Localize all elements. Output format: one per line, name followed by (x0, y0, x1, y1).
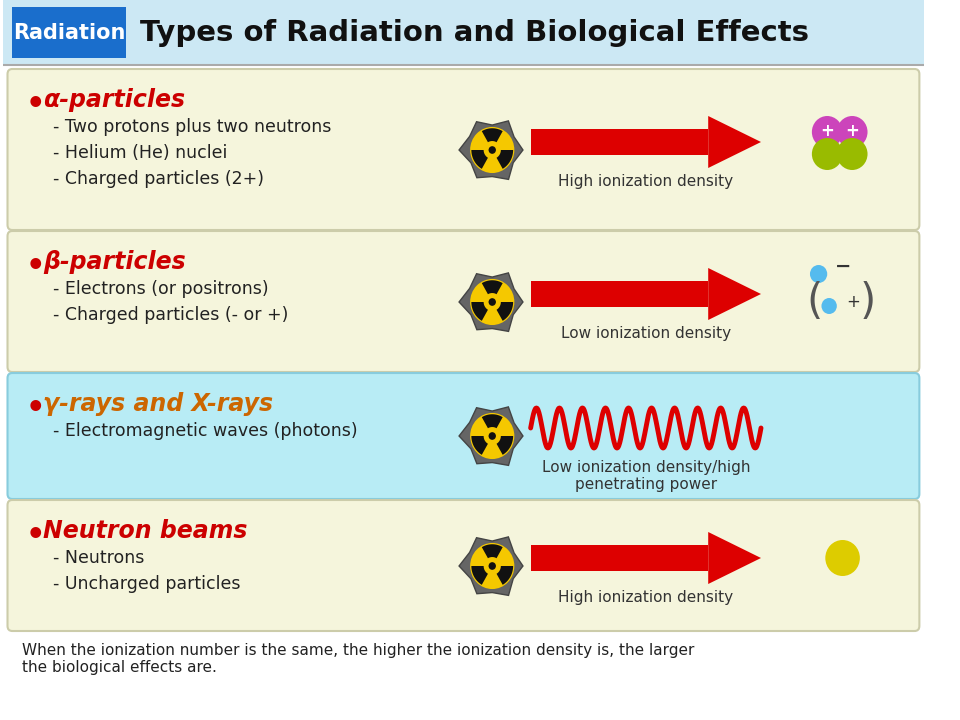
Circle shape (826, 540, 860, 576)
Polygon shape (471, 436, 488, 455)
Text: - Helium (He) nuclei: - Helium (He) nuclei (53, 144, 227, 162)
Circle shape (470, 127, 515, 173)
Text: •: • (26, 90, 45, 119)
Text: +: + (820, 122, 834, 140)
Polygon shape (459, 121, 523, 179)
Polygon shape (482, 544, 503, 558)
Polygon shape (496, 436, 514, 455)
Polygon shape (471, 302, 488, 321)
Circle shape (822, 298, 837, 314)
Polygon shape (482, 128, 503, 143)
Bar (12, 7, 126, 58)
Text: - Charged particles (- or +): - Charged particles (- or +) (53, 306, 288, 324)
Bar (3, 0, 924, 65)
Text: ): ) (860, 281, 876, 323)
Text: •: • (26, 252, 45, 281)
FancyBboxPatch shape (8, 69, 920, 230)
Circle shape (812, 116, 843, 148)
Text: +: + (845, 122, 859, 140)
Text: (: ( (806, 281, 823, 323)
Text: High ionization density: High ionization density (559, 590, 733, 605)
Polygon shape (459, 407, 523, 465)
Text: When the ionization number is the same, the higher the ionization density is, th: When the ionization number is the same, … (22, 643, 694, 675)
Polygon shape (459, 537, 523, 595)
Circle shape (470, 543, 515, 589)
Text: - Two protons plus two neutrons: - Two protons plus two neutrons (53, 118, 331, 136)
Polygon shape (496, 150, 514, 169)
Text: - Electrons (or positrons): - Electrons (or positrons) (53, 280, 268, 298)
Text: High ionization density: High ionization density (559, 174, 733, 189)
FancyBboxPatch shape (8, 373, 920, 499)
Text: - Electromagnetic waves (photons): - Electromagnetic waves (photons) (53, 422, 357, 440)
Text: +: + (847, 293, 860, 311)
Polygon shape (471, 566, 488, 585)
Bar (531, 281, 708, 307)
Polygon shape (459, 273, 523, 331)
Circle shape (837, 116, 868, 148)
Bar (531, 129, 708, 155)
Circle shape (489, 432, 496, 440)
Text: Low ionization density: Low ionization density (561, 326, 731, 341)
Text: β-particles: β-particles (43, 250, 186, 274)
Polygon shape (496, 566, 514, 585)
Polygon shape (708, 268, 761, 320)
Polygon shape (708, 116, 761, 168)
Polygon shape (482, 280, 503, 294)
Text: Low ionization density/high
penetrating power: Low ionization density/high penetrating … (541, 460, 750, 492)
Circle shape (489, 298, 496, 306)
Text: Types of Radiation and Biological Effects: Types of Radiation and Biological Effect… (140, 19, 809, 47)
Text: −: − (835, 256, 852, 276)
Circle shape (810, 265, 828, 283)
Circle shape (470, 413, 515, 459)
Text: γ-rays and X-rays: γ-rays and X-rays (43, 392, 274, 416)
Text: - Charged particles (2+): - Charged particles (2+) (53, 170, 264, 188)
Text: Radiation: Radiation (12, 22, 125, 42)
Text: •: • (26, 521, 45, 550)
Circle shape (489, 146, 496, 154)
Circle shape (837, 138, 868, 170)
Circle shape (812, 138, 843, 170)
Circle shape (489, 562, 496, 570)
Text: - Neutrons: - Neutrons (53, 549, 144, 567)
Polygon shape (496, 302, 514, 321)
Text: α-particles: α-particles (43, 88, 185, 112)
Polygon shape (471, 150, 488, 169)
Bar (531, 545, 708, 571)
FancyBboxPatch shape (8, 231, 920, 372)
Polygon shape (708, 532, 761, 584)
Text: •: • (26, 394, 45, 423)
FancyBboxPatch shape (8, 500, 920, 631)
Polygon shape (482, 414, 503, 428)
Text: Neutron beams: Neutron beams (43, 519, 248, 543)
Circle shape (470, 279, 515, 325)
Text: - Uncharged particles: - Uncharged particles (53, 575, 240, 593)
